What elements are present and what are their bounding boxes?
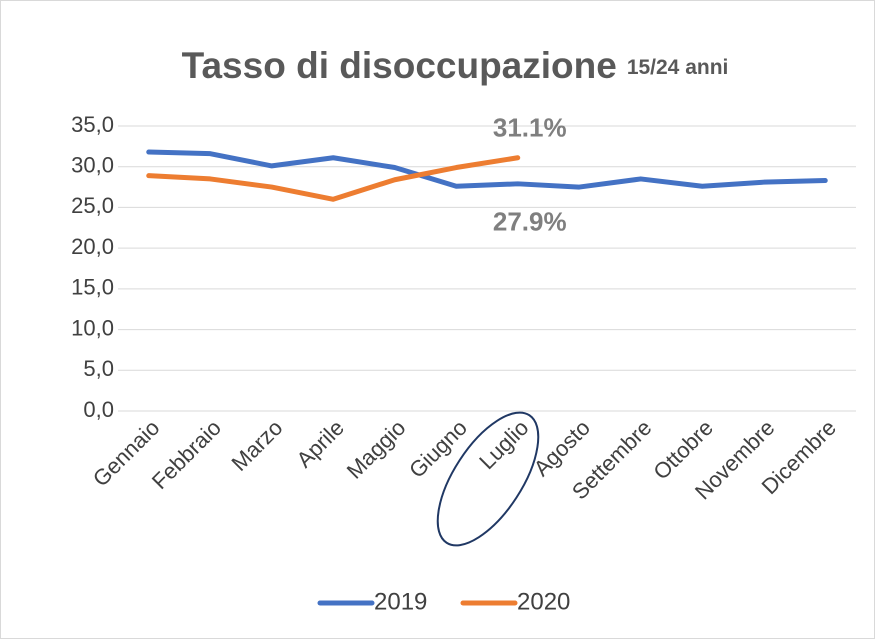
- y-tick-label: 25,0: [71, 193, 114, 218]
- chart-title: Tasso di disoccupazione: [182, 45, 617, 86]
- chart-subtitle: 15/24 anni: [627, 56, 729, 79]
- y-tick-label: 35,0: [71, 112, 114, 137]
- y-tick-label: 20,0: [71, 234, 114, 259]
- series-line: [146, 149, 828, 190]
- highlight-ellipse: [436, 411, 540, 547]
- y-tick-label: 30,0: [71, 153, 114, 178]
- legend-label: 2020: [517, 588, 570, 615]
- y-tick-label: 15,0: [71, 275, 114, 300]
- data-label: 31.1%: [493, 113, 567, 143]
- chart-title-group: Tasso di disoccupazione 15/24 anni: [182, 45, 729, 86]
- y-tick-label: 5,0: [83, 356, 114, 381]
- y-tick-label: 10,0: [71, 315, 114, 340]
- y-tick-label: 0,0: [83, 397, 114, 422]
- series-line: [146, 155, 521, 202]
- legend-label: 2019: [374, 588, 427, 615]
- data-label: 27.9%: [493, 207, 567, 237]
